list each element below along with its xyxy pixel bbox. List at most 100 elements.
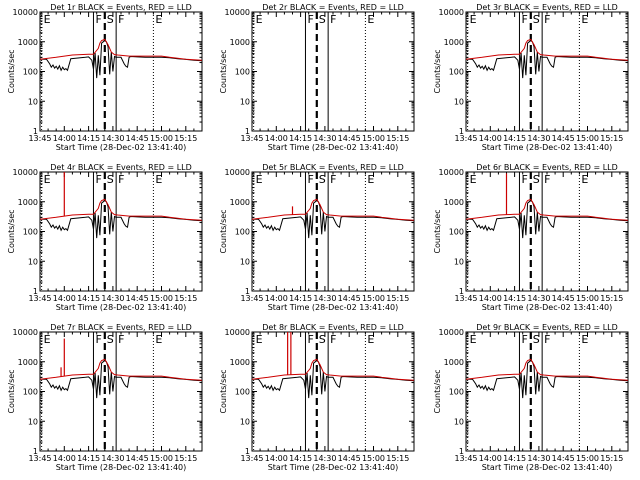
x-tick-label: 14:15 [289,294,312,303]
x-axis-label: Start Time (28-Dec-02 13:41:40) [482,463,613,472]
y-tick-label: 10000 [225,8,250,17]
y-axis-label: Counts/sec [7,49,16,93]
panel-det-5r: Det 5r BLACK = Events, RED = LLD 1 10 100 10… [219,163,415,312]
x-tick-label: 13:45 [240,134,263,143]
flag-label: E [256,173,263,186]
panel-title: Det 4r BLACK = Events, RED = LLD [50,163,192,172]
flag-label: F [118,13,124,26]
flag-label: E [367,13,374,26]
y-tick-label: 10 [240,97,250,106]
panel-title: Det 1r BLACK = Events, RED = LLD [50,3,192,12]
events-line [40,359,202,399]
x-tick-label: 14:30 [101,294,124,303]
y-tick-label: 10 [454,417,464,426]
x-tick-label: 14:45 [552,454,575,463]
y-tick-label: 100 [23,388,38,397]
flag-label: F [330,173,336,186]
x-tick-label: 15:15 [600,294,623,303]
x-tick-label: 14:45 [552,294,575,303]
y-tick-label: 100 [235,68,250,77]
flag-label: E [256,13,263,26]
flag-label: S [319,13,326,26]
x-tick-label: 14:15 [289,454,312,463]
flag-label: E [44,173,51,186]
data-layer [252,332,414,399]
y-tick-label: 1 [459,447,464,456]
y-axis-label: Counts/sec [219,209,228,253]
x-axis-label: Start Time (28-Dec-02 13:41:40) [268,143,399,152]
x-tick-label: 14:45 [126,454,149,463]
y-tick-label: 1000 [230,358,250,367]
y-axis-label: Counts/sec [7,209,16,253]
flag-label: F [544,333,550,346]
x-tick-label: 14:00 [265,294,288,303]
panel-det-9r: Det 9r BLACK = Events, RED = LLD 1 10 100 10… [433,323,629,472]
y-tick-label: 10000 [225,328,250,337]
x-tick-label: 15:00 [150,134,173,143]
x-axis-label: Start Time (28-Dec-02 13:41:40) [268,303,399,312]
y-tick-label: 100 [23,228,38,237]
y-tick-label: 1 [245,447,250,456]
events-line [466,359,628,399]
panel-title: Det 6r BLACK = Events, RED = LLD [476,163,618,172]
y-tick-label: 1000 [444,38,464,47]
x-tick-label: 15:15 [600,454,623,463]
data-layer [466,38,628,79]
x-tick-label: 14:30 [313,294,336,303]
flag-label: E [367,333,374,346]
y-tick-label: 1 [459,287,464,296]
x-tick-label: 14:00 [53,454,76,463]
x-tick-label: 13:45 [240,454,263,463]
plot-frame [251,331,415,452]
y-tick-label: 1 [245,287,250,296]
plot-frame [465,171,629,292]
plot-frame [251,171,415,292]
x-tick-label: 14:45 [338,454,361,463]
panel-det-3r: Det 3r BLACK = Events, RED = LLD 1 10 100 10… [433,3,629,152]
y-tick-label: 10 [28,257,38,266]
events-line [252,199,414,239]
x-tick-label: 14:00 [265,454,288,463]
lld-line [466,358,628,381]
y-tick-label: 1000 [18,198,38,207]
flag-label: F [307,333,313,346]
x-tick-label: 13:45 [454,454,477,463]
panel-title: Det 9r BLACK = Events, RED = LLD [476,323,618,332]
lld-line [252,198,414,221]
flag-label: F [521,333,527,346]
flag-label: E [581,333,588,346]
flag-label: E [470,333,477,346]
flag-label: E [470,13,477,26]
y-axis-label: Counts/sec [7,369,16,413]
x-tick-label: 14:15 [77,454,100,463]
y-tick-label: 10 [28,97,38,106]
x-tick-label: 15:15 [174,454,197,463]
lld-line [466,198,628,221]
x-tick-label: 15:15 [386,134,409,143]
x-tick-label: 14:30 [527,294,550,303]
flag-label: E [155,173,162,186]
y-tick-label: 10000 [13,168,38,177]
panel-det-4r: Det 4r BLACK = Events, RED = LLD 1 10 100 10… [7,163,203,312]
x-tick-label: 14:00 [479,294,502,303]
x-tick-label: 14:00 [265,134,288,143]
x-tick-label: 14:45 [126,294,149,303]
x-tick-label: 14:30 [313,454,336,463]
plot-frame [39,11,203,132]
plot-frame [251,11,415,132]
x-axis-label: Start Time (28-Dec-02 13:41:40) [482,303,613,312]
x-tick-label: 14:30 [313,134,336,143]
y-tick-label: 10 [454,97,464,106]
y-tick-label: 1000 [444,198,464,207]
y-tick-label: 1000 [444,358,464,367]
x-tick-label: 14:45 [338,134,361,143]
data-layer [40,38,202,79]
data-layer [252,198,414,239]
y-tick-label: 10000 [13,328,38,337]
y-tick-label: 1000 [230,38,250,47]
x-tick-label: 14:30 [527,454,550,463]
flag-label: S [107,173,114,186]
x-axis-label: Start Time (28-Dec-02 13:41:40) [268,463,399,472]
x-tick-label: 13:45 [28,294,51,303]
x-tick-label: 13:45 [240,294,263,303]
